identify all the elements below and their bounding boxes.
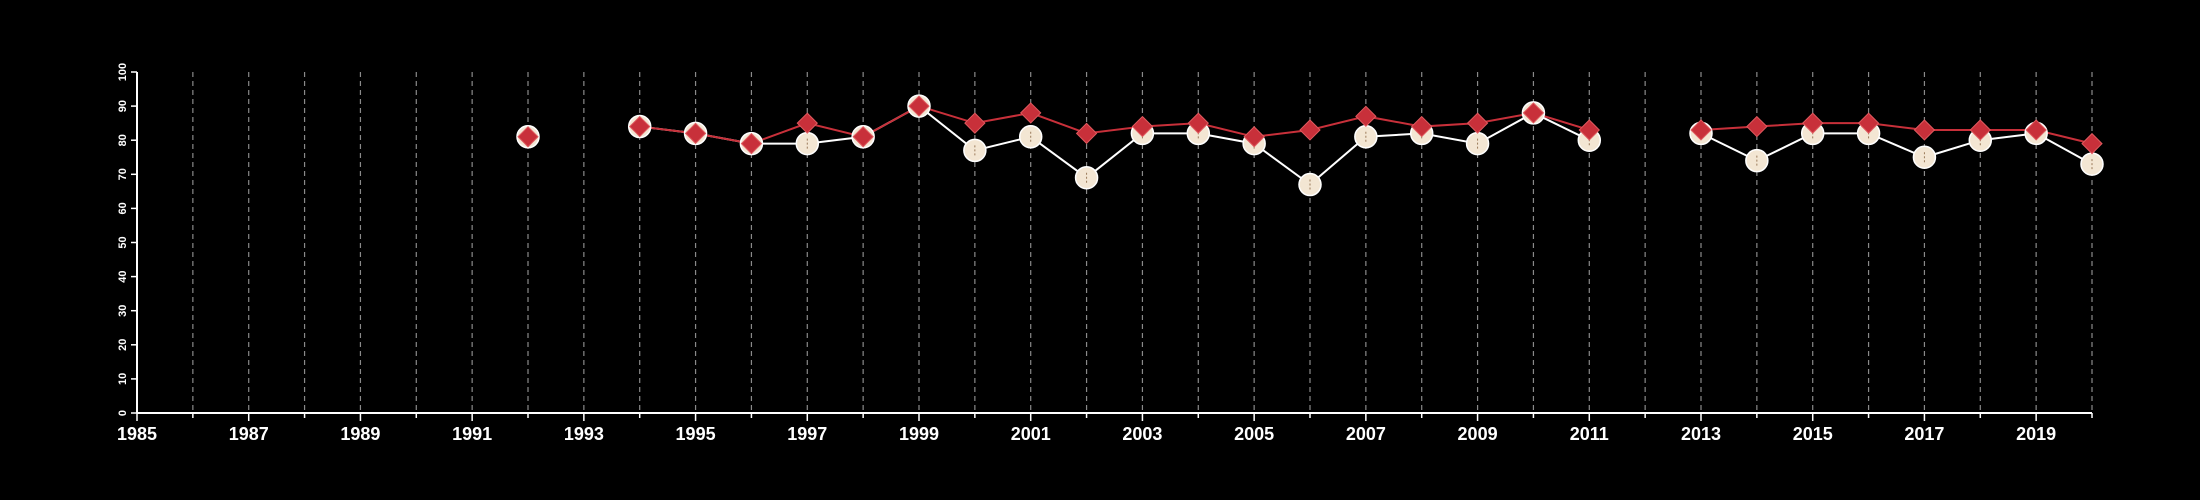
series-2-point-2020: [2081, 132, 2103, 155]
x-tick-label-2017: 2017: [1904, 424, 1944, 444]
series-2-point-1999: [908, 95, 930, 117]
x-tick-label-1995: 1995: [676, 424, 716, 444]
x-tick-label-2005: 2005: [1234, 424, 1274, 444]
x-tick-label-2015: 2015: [1793, 424, 1833, 444]
y-tick-label-100: 100: [117, 63, 129, 81]
series-2-point-2015: [1802, 112, 1824, 134]
series-2-point-1995: [684, 122, 707, 145]
y-tick-label-60: 60: [117, 202, 129, 214]
axes: 0 10 20 30 40 50 60 70 80 90 100 1985 1987 1989 1991 19…: [117, 63, 2093, 444]
x-tick-label-1985: 1985: [117, 424, 157, 444]
x-tick-label-2019: 2019: [2016, 424, 2056, 444]
x-tick-label-2009: 2009: [1458, 424, 1498, 444]
series-2-point-2018: [1969, 119, 1991, 141]
y-tick-label-80: 80: [117, 134, 129, 146]
y-tick-label-30: 30: [117, 305, 129, 317]
x-tick-label-2003: 2003: [1122, 424, 1162, 444]
x-tick-label-2007: 2007: [1346, 424, 1386, 444]
series-2-point-2011: [1578, 119, 1600, 141]
series-2-point-2006: [1299, 119, 1321, 141]
series-2-point-2008: [1411, 115, 1433, 138]
series-2-point-2002: [1075, 122, 1098, 145]
series-layer: [516, 94, 2104, 197]
series-2-point-2019: [2025, 119, 2047, 141]
x-tick-label-1997: 1997: [787, 424, 827, 444]
y-tick-label-20: 20: [117, 339, 129, 351]
y-tick-label-70: 70: [117, 168, 129, 180]
y-tick-label-40: 40: [117, 270, 129, 282]
series-2-point-2000: [964, 112, 986, 134]
y-tick-label-0: 0: [117, 410, 129, 416]
x-tick-label-1989: 1989: [340, 424, 380, 444]
y-tick-label-90: 90: [117, 100, 129, 112]
series-2-point-1997: [796, 112, 818, 134]
y-tick-label-10: 10: [117, 373, 129, 385]
series-2-point-2005: [1243, 126, 1265, 148]
series-2-point-2003: [1131, 115, 1154, 138]
series-2-point-1992: [517, 126, 539, 148]
series-2-point-2004: [1187, 112, 1209, 134]
x-tick-label-1991: 1991: [452, 424, 492, 444]
series-2-point-2016: [1857, 112, 1880, 134]
series-2-point-1998: [852, 126, 874, 148]
series-2-point-2007: [1355, 105, 1377, 128]
series-2-point-1994: [629, 115, 651, 138]
y-tick-label-50: 50: [117, 236, 129, 248]
series-2-point-2013: [1690, 119, 1712, 141]
series-2-point-2009: [1466, 112, 1489, 134]
x-tick-label-2013: 2013: [1681, 424, 1721, 444]
series-2-point-2010: [1522, 102, 1545, 124]
x-tick-label-2011: 2011: [1570, 424, 1609, 444]
x-tick-label-1993: 1993: [564, 424, 604, 444]
x-tick-label-1999: 1999: [899, 424, 939, 444]
series-2-point-2017: [1913, 119, 1936, 141]
series-2-point-2014: [1746, 115, 1768, 138]
x-tick-label-1987: 1987: [229, 424, 269, 444]
x-tick-label-2001: 2001: [1011, 424, 1051, 444]
series-2-point-2001: [1020, 102, 1042, 124]
series-2-point-1996: [740, 132, 763, 155]
